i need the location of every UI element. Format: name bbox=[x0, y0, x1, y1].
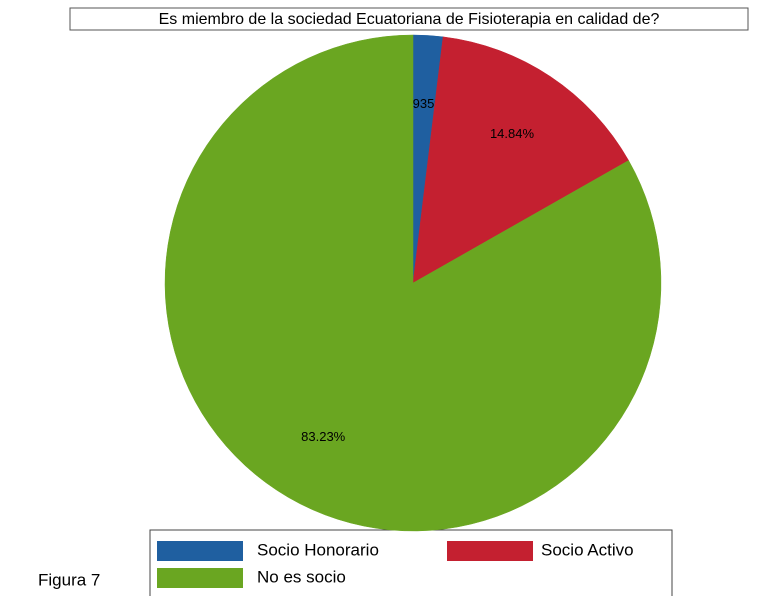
legend-swatch bbox=[157, 541, 243, 561]
data-label: 83.23% bbox=[301, 429, 346, 444]
title-box bbox=[69, 7, 749, 31]
legend-swatch bbox=[447, 541, 533, 561]
pie-slice bbox=[412, 36, 629, 284]
data-label: 14.84% bbox=[490, 126, 535, 141]
chart-title: Es miembro de la sociedad Ecuatoriana de… bbox=[159, 11, 660, 28]
legend-label: Socio Honorario bbox=[257, 540, 379, 559]
legend-swatch bbox=[157, 568, 243, 588]
caption: Figura 7 bbox=[38, 570, 100, 589]
pie-slice bbox=[164, 34, 662, 532]
legend-label: Socio Activo bbox=[541, 540, 634, 559]
legend-label: No es socio bbox=[257, 567, 346, 586]
